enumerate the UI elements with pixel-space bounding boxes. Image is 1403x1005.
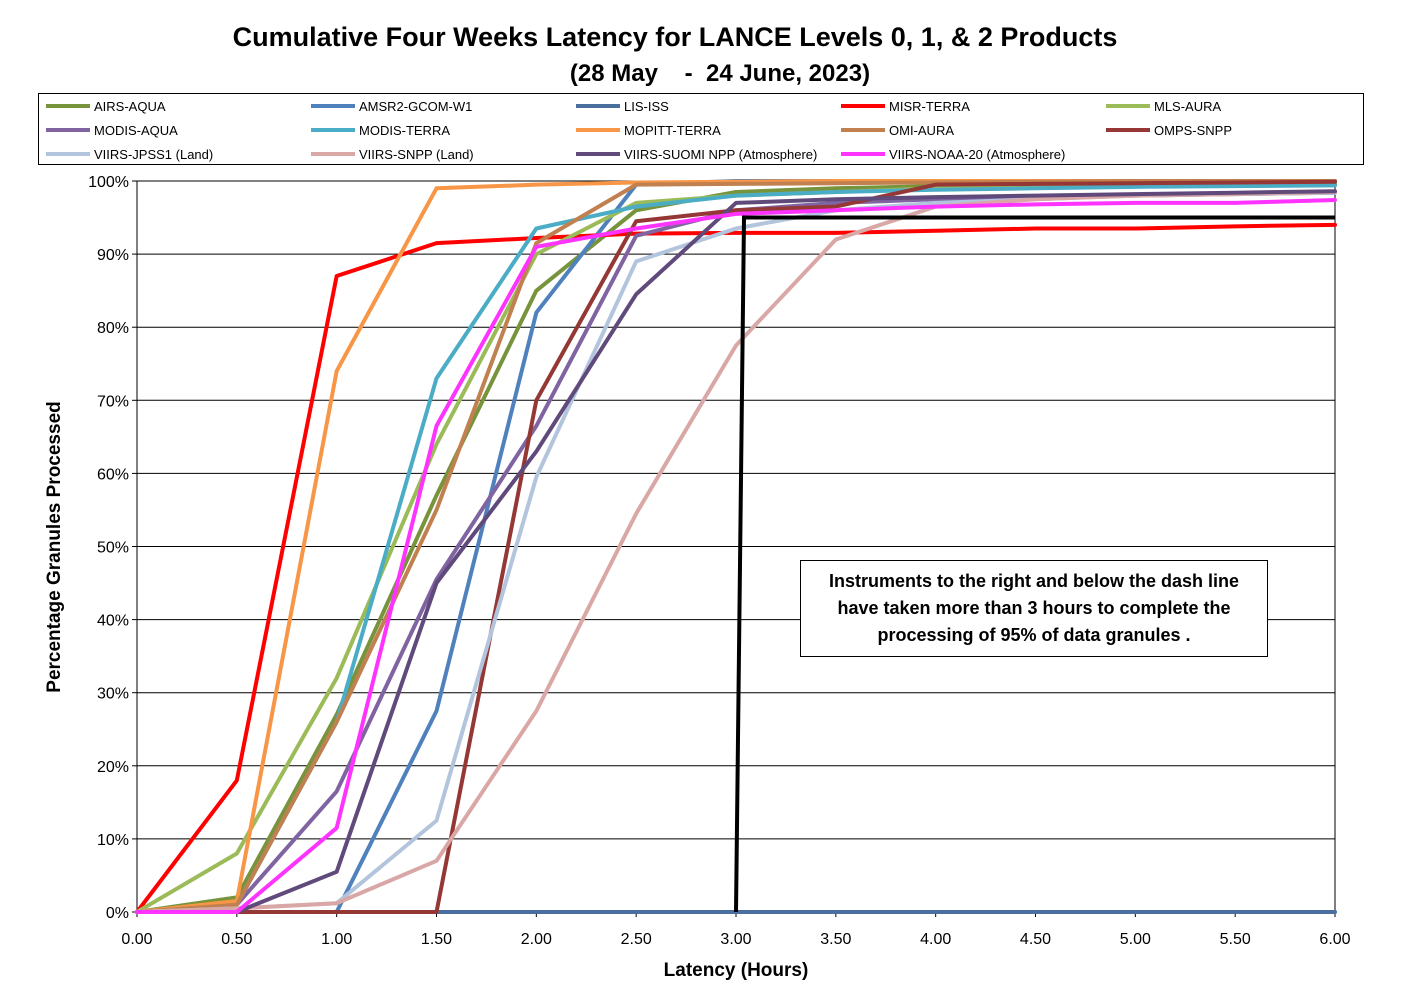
x-tick-label: 5.00 [1120,931,1151,948]
annotation-box: Instruments to the right and below the d… [800,560,1268,657]
legend-label: MODIS-AQUA [94,122,178,138]
legend-label: VIIRS-JPSS1 (Land) [94,146,214,162]
grid-lines [132,180,1336,917]
chart-title: Cumulative Four Weeks Latency for LANCE … [232,22,1118,52]
series-line-misr-terra [135,222,1337,914]
series-line-omi-aura [135,179,1337,914]
reference-line [734,215,1335,913]
x-tick-label: 5.50 [1220,931,1251,948]
legend-item: MISR-TERRA [841,96,970,116]
x-tick-label: 6.00 [1319,931,1350,948]
y-tick-label: 30% [97,686,129,703]
legend-swatch [46,152,90,156]
y-axis-title: Percentage Granules Processed [44,401,65,692]
x-tick-label: 0.50 [221,931,252,948]
x-tick-label: 3.50 [820,931,851,948]
x-tick-label: 3.00 [720,931,751,948]
y-tick-label: 100% [88,174,129,191]
legend-label: MLS-AURA [1154,98,1222,114]
series-line-viirs-noaa-20-atmosphere [135,198,1337,914]
legend-item: VIIRS-NOAA-20 (Atmosphere) [841,144,1065,164]
x-tick-label: 2.00 [521,931,552,948]
legend-item: AIRS-AQUA [46,96,166,116]
legend-swatch [311,104,355,108]
y-tick-label: 50% [97,540,129,557]
legend-swatch [576,128,620,132]
series-lines [135,179,1337,914]
y-tick-label: 10% [97,832,129,849]
legend-label: MODIS-TERRA [359,122,450,138]
x-tick-label: 4.50 [1020,931,1051,948]
legend-label: VIIRS-NOAA-20 (Atmosphere) [889,146,1066,162]
legend-item: MODIS-AQUA [46,120,178,140]
legend-item: MLS-AURA [1106,96,1221,116]
tick-labels: 0% 10% 20% 30% 40% 50% 60% 70% 80% 90% 100% 0.00 0.5… [88,174,1351,948]
legend-item: AMSR2-GCOM-W1 [311,96,472,116]
legend-label: AMSR2-GCOM-W1 [359,98,473,114]
x-axis-title: Latency (Hours) [664,960,809,981]
legend-label: AIRS-AQUA [94,98,166,114]
legend-swatch [1106,128,1150,132]
y-tick-label: 20% [97,759,129,776]
series-line-viirs-suomi-npp-atmosphere [135,189,1337,914]
y-tick-label: 40% [97,613,129,630]
legend-item: OMPS-SNPP [1106,120,1232,140]
y-tick-label: 0% [106,905,129,922]
y-tick-label: 90% [97,247,129,264]
legend-swatch [576,104,620,108]
legend-item: VIIRS-SNPP (Land) [311,144,474,164]
y-tick-label: 60% [97,466,129,483]
legend-swatch [841,104,885,108]
legend-swatch [311,128,355,132]
threshold-line [734,215,1335,913]
legend-swatch [576,152,620,156]
legend-item: MOPITT-TERRA [576,120,721,140]
chart-subtitle: (28 May - 24 June, 2023) [569,60,871,87]
legend-label: OMPS-SNPP [1154,122,1233,138]
legend-label: MOPITT-TERRA [624,122,721,138]
y-tick-label: 80% [97,320,129,337]
legend-label: VIIRS-SNPP (Land) [359,146,474,162]
legend-item: LIS-ISS [576,96,669,116]
legend-label: VIIRS-SUOMI NPP (Atmosphere) [624,146,818,162]
x-tick-label: 0.00 [121,931,152,948]
legend-swatch [841,152,885,156]
legend: AIRS-AQUA AMSR2-GCOM-W1 LIS-ISS MISR-TERRA M… [38,93,1364,165]
x-tick-label: 1.00 [321,931,352,948]
legend-label: LIS-ISS [624,98,669,114]
legend-swatch [46,104,90,108]
x-tick-label: 2.50 [621,931,652,948]
legend-swatch [46,128,90,132]
x-tick-label: 4.00 [920,931,951,948]
series-line-omps-snpp [135,179,1337,914]
legend-swatch [311,152,355,156]
legend-swatch [1106,104,1150,108]
x-tick-label: 1.50 [421,931,452,948]
legend-item: VIIRS-JPSS1 (Land) [46,144,213,164]
legend-item: MODIS-TERRA [311,120,450,140]
legend-item: VIIRS-SUOMI NPP (Atmosphere) [576,144,817,164]
legend-label: MISR-TERRA [889,98,970,114]
y-tick-label: 70% [97,393,129,410]
legend-item: OMI-AURA [841,120,954,140]
legend-label: OMI-AURA [889,122,954,138]
legend-swatch [841,128,885,132]
